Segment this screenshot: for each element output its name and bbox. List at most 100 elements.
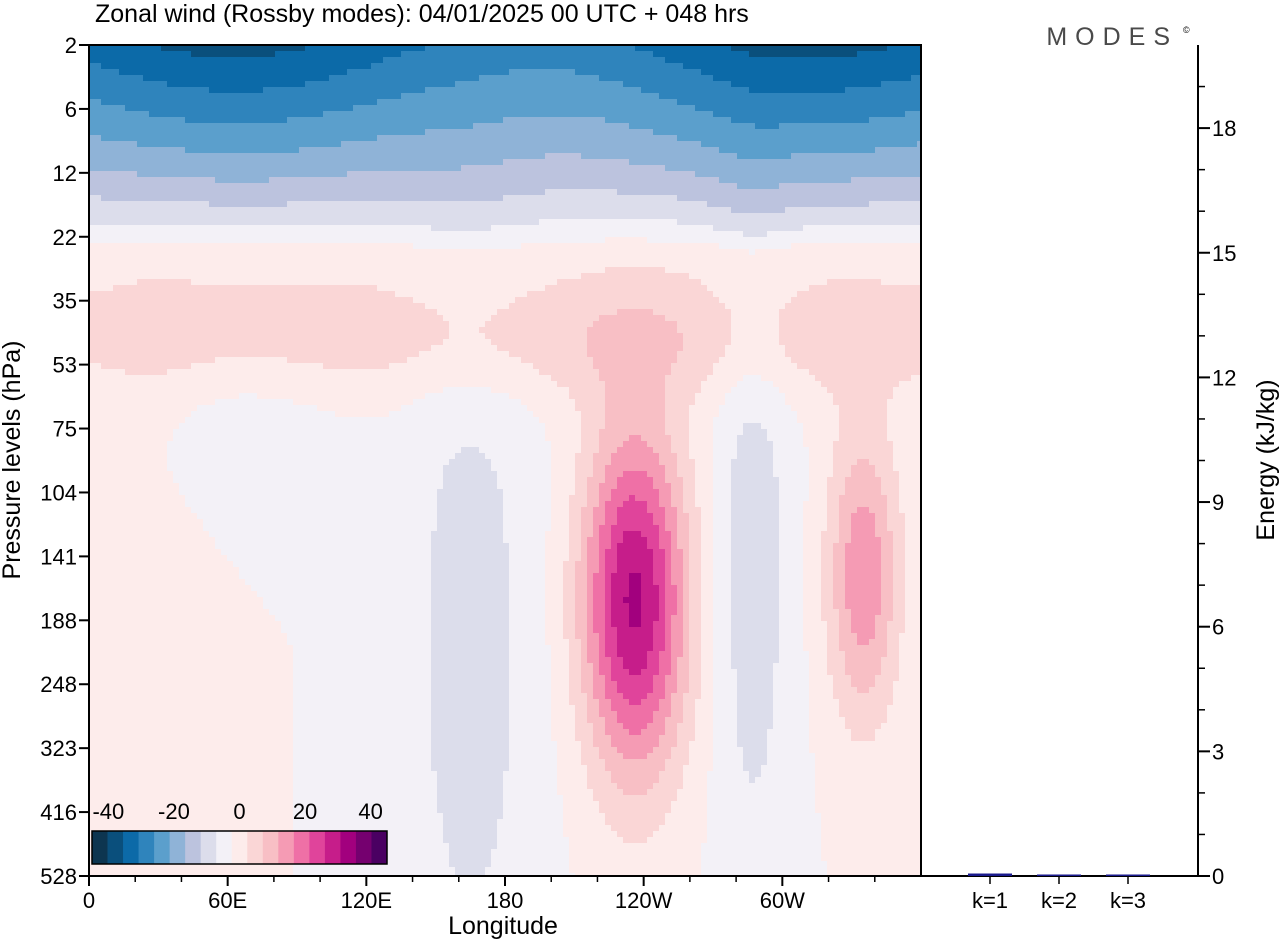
field-cell [95, 207, 102, 214]
field-cell [275, 81, 282, 88]
field-cell [245, 237, 252, 244]
field-cell [359, 135, 366, 142]
field-cell [425, 183, 432, 190]
field-cell [203, 93, 210, 100]
field-cell [227, 147, 234, 154]
field-cell [419, 69, 426, 76]
field-cell [539, 99, 546, 106]
field-cell [185, 243, 192, 250]
field-cell [377, 231, 384, 238]
field-cell [113, 51, 120, 58]
field-cell [437, 135, 444, 142]
field-cell [557, 141, 564, 148]
field-cell [197, 147, 204, 154]
field-cell [707, 219, 714, 226]
field-cell [425, 171, 432, 178]
field-cell [329, 165, 336, 172]
field-cell [251, 153, 258, 160]
field-cell [731, 93, 738, 100]
field-cell [413, 177, 420, 184]
field-cell [341, 111, 348, 118]
field-cell [917, 129, 921, 136]
field-cell [203, 255, 210, 262]
field-cell [257, 201, 264, 208]
field-cell [713, 111, 720, 118]
field-cell [851, 189, 858, 196]
field-cell [719, 93, 726, 100]
field-cell [701, 45, 708, 52]
field-cell [911, 249, 918, 256]
field-cell [527, 51, 534, 58]
field-cell [911, 135, 918, 142]
field-cell [869, 237, 876, 244]
field-cell [635, 45, 642, 52]
field-cell [107, 213, 114, 220]
field-cell [803, 99, 810, 106]
field-cell [305, 165, 312, 172]
field-cell [257, 45, 264, 52]
field-cell [245, 183, 252, 190]
field-cell [299, 255, 306, 262]
field-cell [851, 51, 858, 58]
field-cell [485, 159, 492, 166]
field-cell [419, 189, 426, 196]
field-cell [443, 111, 450, 118]
field-cell [389, 45, 396, 52]
field-cell [473, 249, 480, 256]
field-cell [599, 201, 606, 208]
field-cell [755, 63, 762, 70]
field-cell [563, 255, 570, 262]
field-cell [299, 195, 306, 202]
field-cell [719, 147, 726, 154]
field-cell [893, 219, 900, 226]
field-cell [683, 81, 690, 88]
field-cell [695, 183, 702, 190]
field-cell [611, 183, 618, 190]
field-cell [701, 147, 708, 154]
field-cell [809, 75, 816, 82]
field-cell [545, 237, 552, 244]
field-cell [293, 111, 300, 118]
field-cell [401, 177, 408, 184]
field-cell [767, 237, 774, 244]
field-cell [821, 165, 828, 172]
field-cell [383, 147, 390, 154]
field-cell [521, 105, 528, 112]
field-cell [317, 207, 324, 214]
field-cell [155, 141, 162, 148]
field-cell [719, 105, 726, 112]
field-cell [143, 171, 150, 178]
field-cell [743, 135, 750, 142]
field-cell [341, 63, 348, 70]
field-cell [107, 195, 114, 202]
field-cell [707, 141, 714, 148]
field-cell [395, 51, 402, 58]
field-cell [425, 75, 432, 82]
field-cell [269, 243, 276, 250]
field-cell [179, 69, 186, 76]
field-cell [485, 105, 492, 112]
field-cell [431, 225, 438, 232]
field-cell [173, 117, 180, 124]
field-cell [767, 69, 774, 76]
field-cell [683, 255, 690, 262]
field-cell [251, 45, 258, 52]
field-cell [827, 63, 834, 70]
field-cell [425, 237, 432, 244]
field-cell [695, 207, 702, 214]
field-cell [143, 189, 150, 196]
field-cell [131, 207, 138, 214]
field-cell [749, 105, 756, 112]
field-cell [203, 129, 210, 136]
field-cell [611, 237, 618, 244]
field-cell [761, 237, 768, 244]
field-cell [647, 249, 654, 256]
field-cell [329, 105, 336, 112]
field-cell [233, 231, 240, 238]
field-cell [353, 129, 360, 136]
field-cell [593, 111, 600, 118]
field-cell [893, 237, 900, 244]
field-cell [635, 51, 642, 58]
field-cell [419, 159, 426, 166]
field-cell [263, 243, 270, 250]
